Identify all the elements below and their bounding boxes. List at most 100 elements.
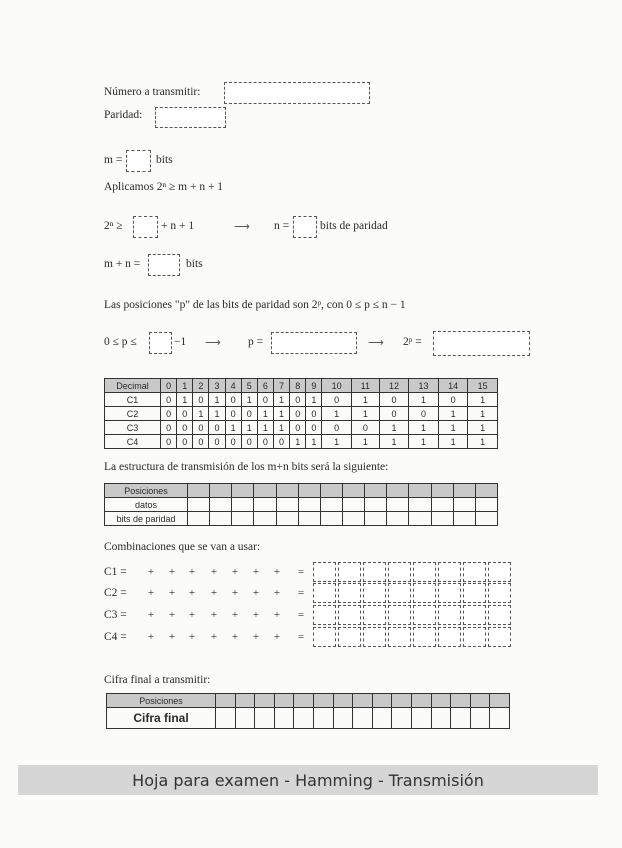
table-cell[interactable] [430, 483, 454, 498]
table-cell[interactable] [215, 707, 236, 729]
table-cell[interactable] [452, 511, 476, 526]
bit-input-box[interactable] [388, 605, 411, 625]
table-cell[interactable] [469, 707, 491, 729]
table-cell[interactable] [341, 483, 366, 498]
table-cell[interactable] [186, 511, 211, 526]
table-cell[interactable] [489, 693, 510, 708]
table-cell[interactable] [352, 693, 373, 708]
table-cell[interactable] [391, 707, 412, 729]
table-cell[interactable] [275, 511, 299, 526]
bit-input-box[interactable] [413, 627, 436, 647]
table-cell[interactable] [297, 483, 321, 498]
table-cell[interactable] [293, 707, 314, 729]
table-cell[interactable] [474, 511, 499, 526]
bit-input-box[interactable] [488, 583, 511, 603]
table-cell[interactable] [209, 497, 233, 512]
table-cell[interactable] [364, 511, 388, 526]
table-cell[interactable] [408, 483, 432, 498]
ineq-input[interactable] [133, 216, 158, 238]
table-cell[interactable] [408, 497, 432, 512]
bit-input-box[interactable] [463, 627, 486, 647]
table-cell[interactable] [341, 511, 366, 526]
table-cell[interactable] [254, 707, 275, 729]
table-cell[interactable] [452, 483, 476, 498]
table-cell[interactable] [273, 693, 295, 708]
bit-input-box[interactable] [338, 562, 361, 582]
bit-input-box[interactable] [438, 583, 461, 603]
bit-input-box[interactable] [463, 583, 486, 603]
table-cell[interactable] [332, 693, 354, 708]
bit-input-box[interactable] [438, 627, 461, 647]
bit-input-box[interactable] [413, 583, 436, 603]
bit-input-box[interactable] [313, 562, 336, 582]
table-cell[interactable] [474, 497, 499, 512]
table-cell[interactable] [489, 707, 510, 729]
table-cell[interactable] [253, 511, 277, 526]
table-cell[interactable] [410, 693, 432, 708]
bit-input-box[interactable] [438, 605, 461, 625]
bit-input-box[interactable] [363, 605, 386, 625]
table-cell[interactable] [186, 483, 211, 498]
mn-input[interactable] [148, 254, 180, 276]
table-cell[interactable] [352, 707, 373, 729]
table-cell[interactable] [430, 511, 454, 526]
paridad-input[interactable] [155, 107, 226, 128]
bit-input-box[interactable] [338, 583, 361, 603]
table-cell[interactable] [275, 497, 299, 512]
table-cell[interactable] [297, 511, 321, 526]
table-cell[interactable] [364, 497, 388, 512]
table-cell[interactable] [332, 707, 354, 729]
m-input[interactable] [126, 150, 151, 172]
table-cell[interactable] [312, 707, 334, 729]
bit-input-box[interactable] [338, 627, 361, 647]
table-cell[interactable] [253, 483, 277, 498]
p-input[interactable] [271, 332, 357, 354]
table-cell[interactable] [364, 483, 388, 498]
table-cell[interactable] [254, 693, 275, 708]
table-cell[interactable] [231, 497, 255, 512]
bit-input-box[interactable] [463, 562, 486, 582]
bit-input-box[interactable] [313, 627, 336, 647]
n-input[interactable] [293, 216, 317, 238]
numero-input[interactable] [224, 82, 370, 104]
table-cell[interactable] [371, 707, 393, 729]
bit-input-box[interactable] [313, 605, 336, 625]
bit-input-box[interactable] [488, 562, 511, 582]
bit-input-box[interactable] [338, 605, 361, 625]
table-cell[interactable] [430, 693, 452, 708]
bit-input-box[interactable] [413, 562, 436, 582]
bit-input-box[interactable] [463, 605, 486, 625]
table-cell[interactable] [186, 497, 211, 512]
pow-input[interactable] [433, 331, 530, 356]
bit-input-box[interactable] [413, 605, 436, 625]
table-cell[interactable] [253, 497, 277, 512]
bit-input-box[interactable] [313, 583, 336, 603]
table-cell[interactable] [386, 497, 410, 512]
table-cell[interactable] [319, 511, 343, 526]
table-cell[interactable] [231, 483, 255, 498]
table-cell[interactable] [209, 483, 233, 498]
table-cell[interactable] [319, 483, 343, 498]
table-cell[interactable] [234, 693, 256, 708]
table-cell[interactable] [275, 483, 299, 498]
table-cell[interactable] [215, 693, 236, 708]
table-cell[interactable] [474, 483, 499, 498]
table-cell[interactable] [430, 707, 452, 729]
bit-input-box[interactable] [438, 562, 461, 582]
table-cell[interactable] [312, 693, 334, 708]
table-cell[interactable] [452, 497, 476, 512]
table-cell[interactable] [231, 511, 255, 526]
table-cell[interactable] [371, 693, 393, 708]
table-cell[interactable] [430, 497, 454, 512]
table-cell[interactable] [319, 497, 343, 512]
table-cell[interactable] [293, 693, 314, 708]
bit-input-box[interactable] [363, 583, 386, 603]
table-cell[interactable] [408, 511, 432, 526]
table-cell[interactable] [209, 511, 233, 526]
bit-input-box[interactable] [388, 627, 411, 647]
table-cell[interactable] [469, 693, 491, 708]
table-cell[interactable] [234, 707, 256, 729]
bit-input-box[interactable] [363, 627, 386, 647]
table-cell[interactable] [297, 497, 321, 512]
table-cell[interactable] [391, 693, 412, 708]
